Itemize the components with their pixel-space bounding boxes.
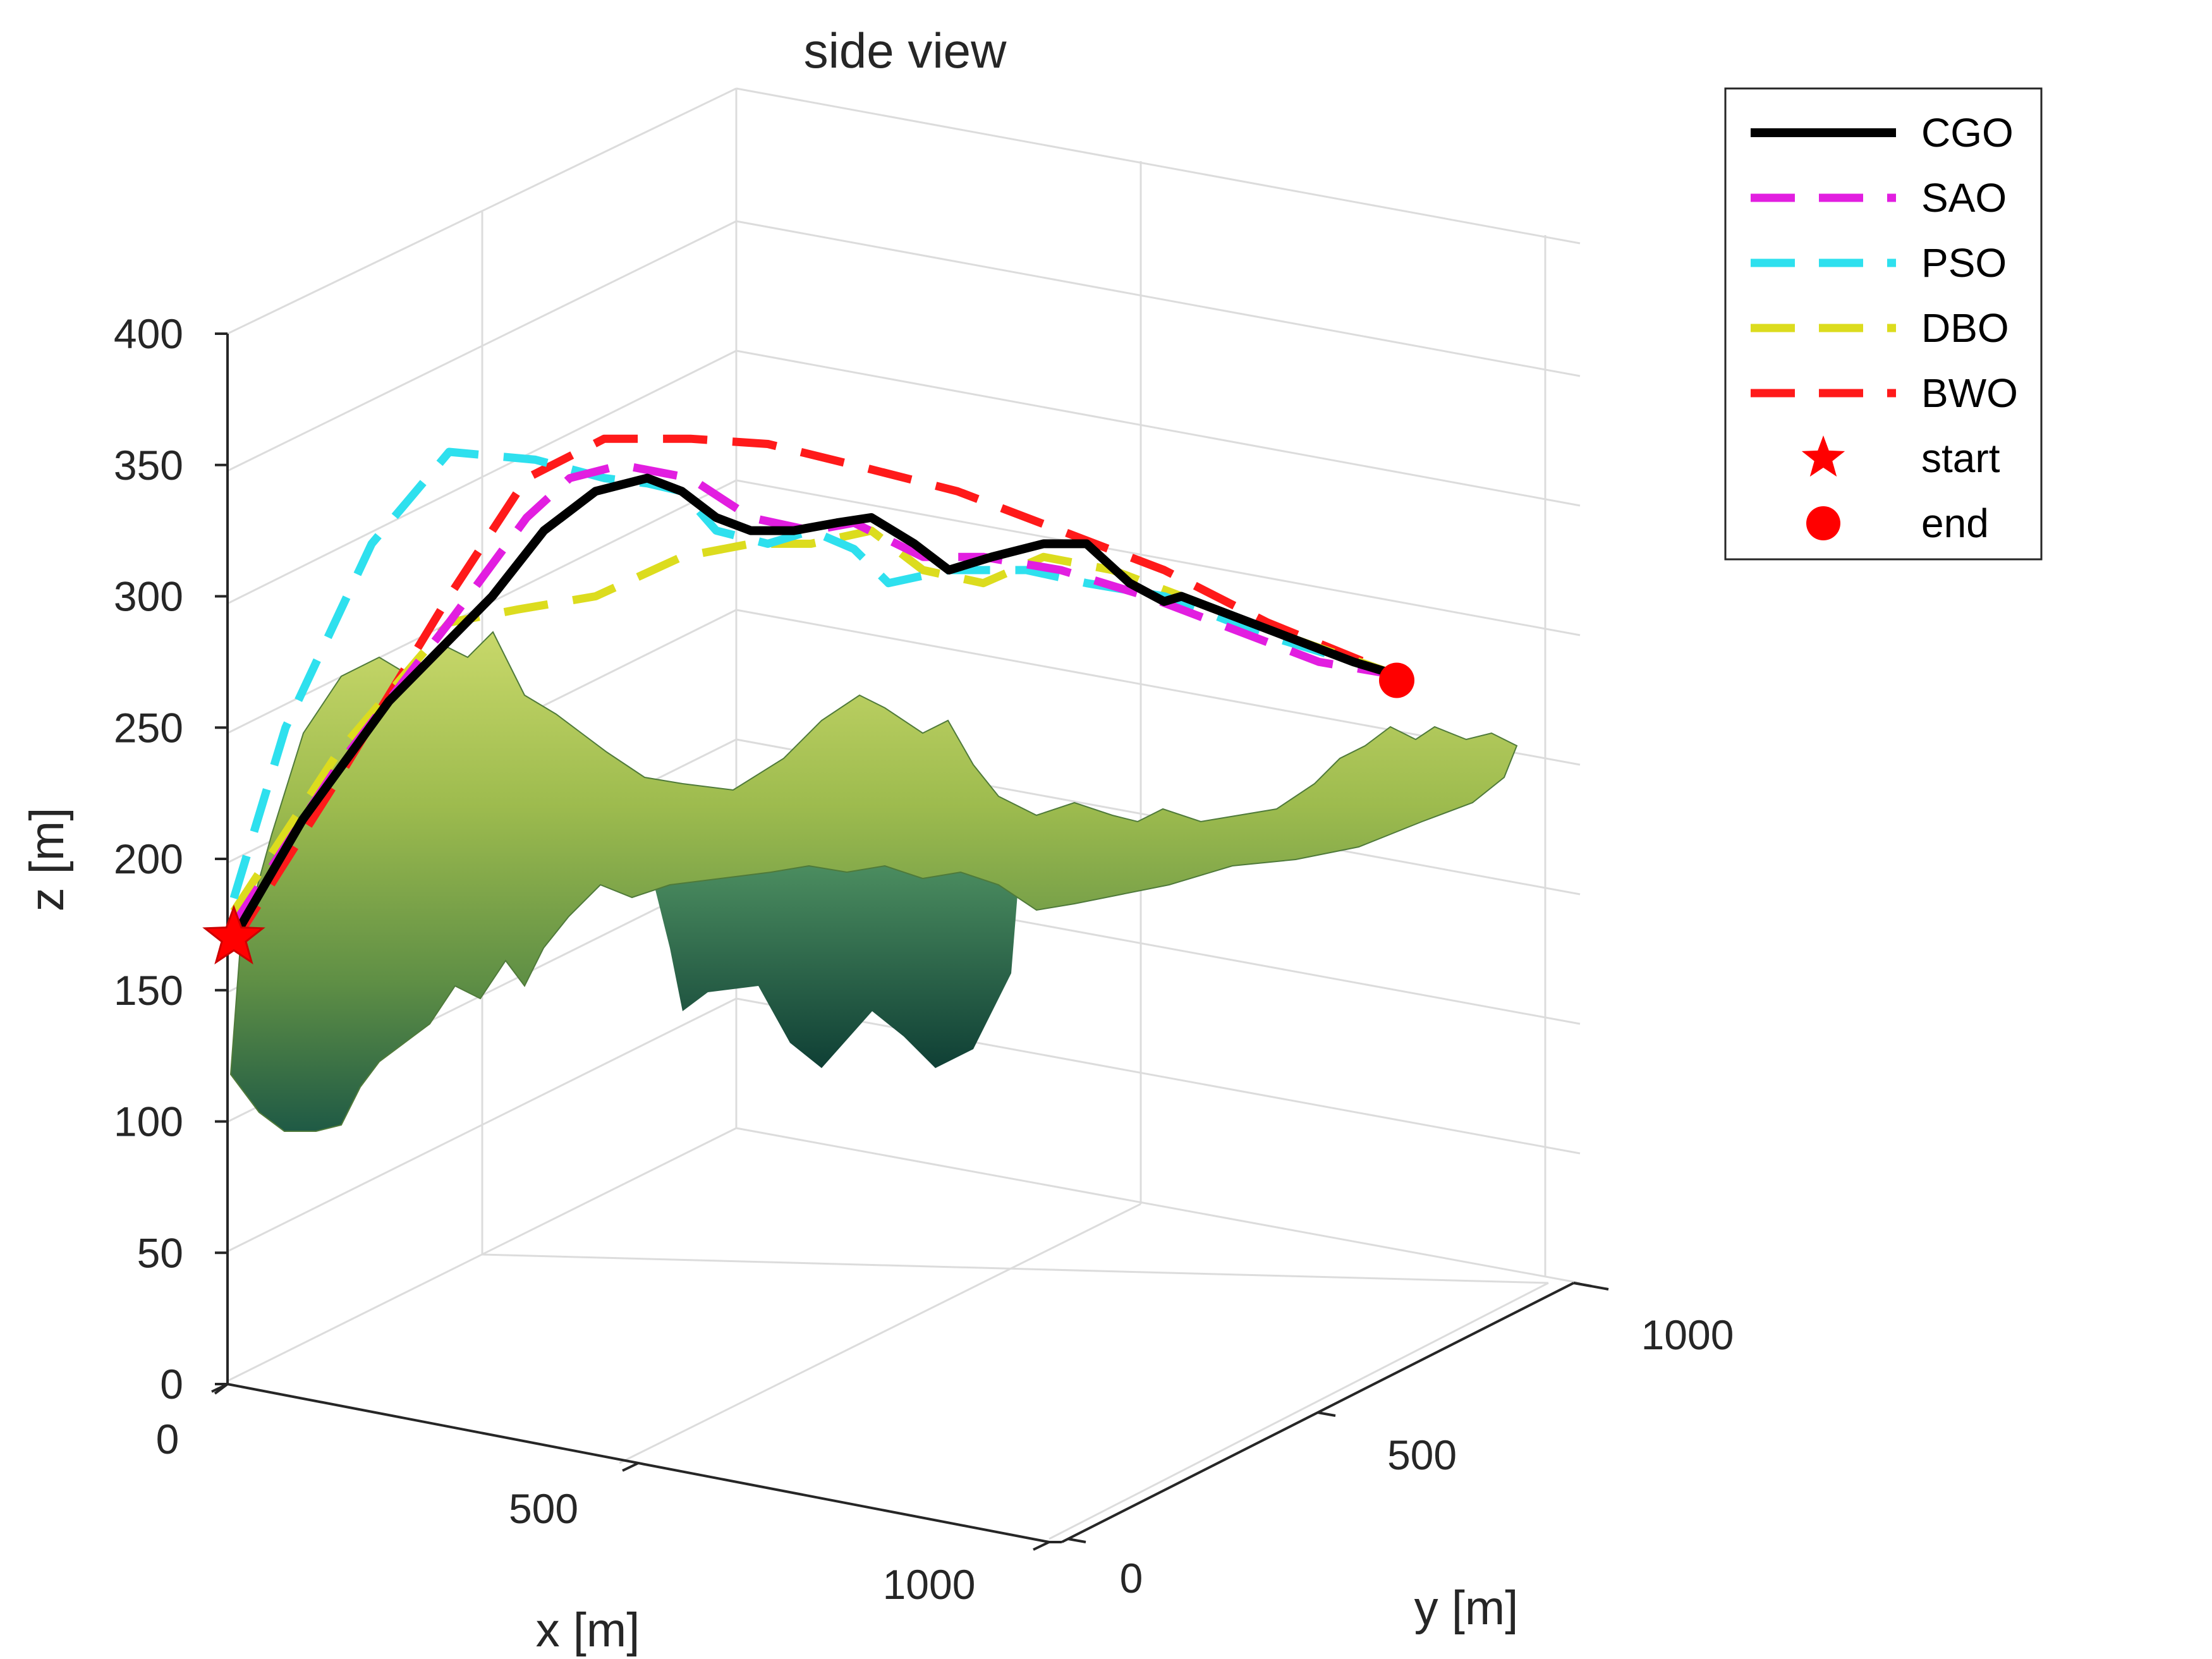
- z-tick-label: 200: [114, 836, 183, 882]
- x-axis-label: x [m]: [536, 1603, 640, 1657]
- series-line-sao: [230, 461, 1398, 927]
- legend-label-end: end: [1921, 501, 1989, 546]
- x-tick-mark: [1033, 1541, 1050, 1551]
- legend-swatch-start: [1801, 435, 1845, 477]
- z-tick-label: 300: [114, 573, 183, 620]
- x-tick-mark: [211, 1383, 228, 1393]
- legend-swatch-end: [1806, 506, 1840, 540]
- x-tick-label: 0: [156, 1416, 179, 1462]
- legend-label-sao: SAO: [1921, 175, 2007, 221]
- y-tick-mark: [1317, 1411, 1336, 1417]
- series-line-dbo: [230, 526, 1399, 914]
- series-layer: [202, 434, 1414, 964]
- series-line-pso: [229, 447, 1398, 900]
- x-tick-label: 1000: [883, 1561, 976, 1608]
- legend-label-dbo: DBO: [1921, 305, 2009, 351]
- z-tick-label: 400: [114, 310, 183, 357]
- y-tick-label: 500: [1387, 1431, 1457, 1478]
- z-axis-label: z [m]: [20, 808, 74, 912]
- y-tick-mark: [1067, 1538, 1086, 1543]
- z-tick-label: 100: [114, 1098, 183, 1145]
- x-axis-ticks: 0 500 1000: [156, 1383, 1050, 1608]
- y-tick-mark: [1573, 1282, 1592, 1287]
- z-tick-label: 0: [160, 1361, 183, 1407]
- start-marker: [202, 904, 265, 964]
- legend-label-bwo: BWO: [1921, 370, 2018, 416]
- terrain-surface: [229, 631, 1518, 1132]
- legend-label-start: start: [1921, 435, 2000, 481]
- y-tick-label: 0: [1120, 1555, 1143, 1601]
- z-tick-label: 350: [114, 442, 183, 489]
- z-axis-ticks: 0 50 100 150 200 250 300 350 400: [114, 310, 228, 1407]
- end-marker: [1379, 662, 1414, 698]
- y-tick-label: 1000: [1641, 1311, 1734, 1358]
- z-tick-label: 50: [137, 1229, 183, 1276]
- chart-title: side view: [804, 23, 1007, 78]
- series-line-cgo: [229, 473, 1399, 940]
- series-line-bwo: [230, 434, 1399, 945]
- legend: CGO SAO PSO DBO BWO start end: [1724, 87, 2043, 561]
- x-tick-label: 500: [509, 1485, 578, 1532]
- z-tick-label: 150: [114, 967, 183, 1014]
- legend-label-cgo: CGO: [1921, 110, 2014, 155]
- y-axis-label: y [m]: [1414, 1581, 1519, 1635]
- y-axis-ticks: 0 500 1000: [1067, 1282, 1734, 1601]
- legend-label-pso: PSO: [1921, 240, 2007, 286]
- z-tick-label: 250: [114, 704, 183, 751]
- x-tick-mark: [622, 1462, 639, 1472]
